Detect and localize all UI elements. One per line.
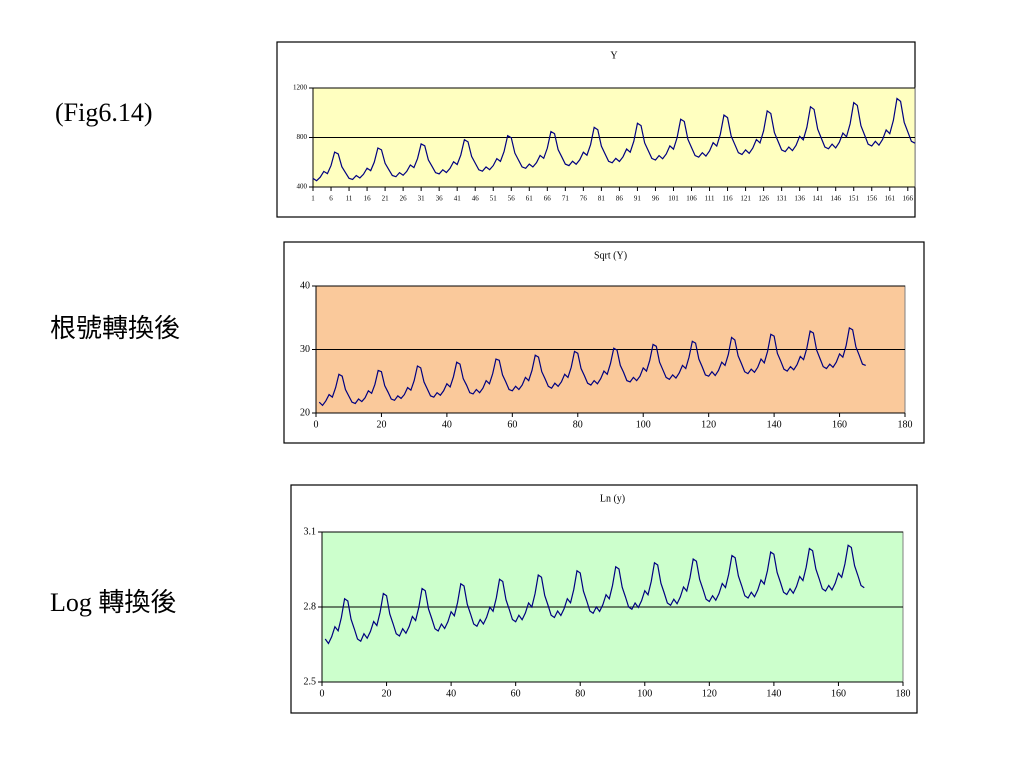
y-tick-label: 40: [300, 280, 310, 291]
x-tick-label: 60: [507, 419, 517, 430]
x-tick-label: 60: [511, 688, 521, 699]
x-tick-label: 51: [490, 195, 498, 203]
x-tick-label: 46: [472, 195, 480, 203]
x-tick-label: 86: [616, 195, 624, 203]
x-tick-label: 160: [831, 688, 846, 699]
chart-title: Sqrt (Y): [594, 250, 627, 261]
x-tick-label: 1: [311, 195, 315, 203]
x-tick-label: 146: [830, 195, 841, 203]
y-tick-label: 2.5: [304, 676, 317, 687]
x-tick-label: 56: [508, 195, 516, 203]
y-tick-label: 400: [297, 183, 308, 191]
x-tick-label: 80: [573, 419, 583, 430]
x-tick-label: 106: [686, 195, 697, 203]
x-tick-label: 41: [454, 195, 462, 203]
x-tick-label: 140: [767, 419, 782, 430]
data-line: [318, 326, 866, 407]
x-tick-label: 40: [446, 688, 456, 699]
x-tick-label: 20: [382, 688, 392, 699]
y-tick-label: 1200: [293, 84, 308, 92]
x-tick-label: 71: [562, 195, 570, 203]
x-tick-label: 0: [320, 688, 325, 699]
x-tick-label: 166: [903, 195, 914, 203]
y-tick-label: 3.1: [304, 526, 317, 537]
x-tick-label: 151: [848, 195, 859, 203]
x-tick-label: 31: [418, 195, 426, 203]
x-tick-label: 141: [812, 195, 823, 203]
x-tick-label: 101: [668, 195, 679, 203]
x-tick-label: 131: [776, 195, 787, 203]
x-tick-label: 121: [740, 195, 751, 203]
y-tick-label: 20: [300, 407, 310, 418]
chart-title: Y: [610, 50, 617, 61]
y-tick-label: 2.8: [304, 601, 317, 612]
x-tick-label: 111: [705, 195, 715, 203]
x-tick-label: 161: [885, 195, 896, 203]
log-label: Log 轉換後: [50, 588, 177, 617]
x-tick-label: 61: [526, 195, 534, 203]
chart-title: Ln (y): [600, 493, 625, 504]
data-line: [312, 97, 916, 182]
x-tick-label: 16: [364, 195, 372, 203]
x-tick-label: 140: [766, 688, 781, 699]
x-tick-label: 40: [442, 419, 452, 430]
x-tick-label: 120: [701, 419, 716, 430]
x-tick-label: 66: [544, 195, 552, 203]
x-tick-label: 76: [580, 195, 588, 203]
x-tick-label: 180: [896, 688, 911, 699]
x-tick-label: 180: [898, 419, 913, 430]
x-tick-label: 120: [702, 688, 717, 699]
x-tick-label: 81: [598, 195, 606, 203]
data-line: [324, 544, 865, 645]
x-tick-label: 91: [634, 195, 642, 203]
x-tick-label: 80: [575, 688, 585, 699]
x-tick-label: 100: [636, 419, 651, 430]
y-tick-label: 800: [297, 133, 308, 141]
x-tick-label: 6: [329, 195, 333, 203]
x-tick-label: 11: [346, 195, 353, 203]
x-tick-label: 116: [722, 195, 733, 203]
x-tick-label: 126: [758, 195, 769, 203]
sqrt-label: 根號轉換後: [50, 314, 181, 343]
x-tick-label: 0: [314, 419, 319, 430]
x-tick-label: 156: [866, 195, 877, 203]
y-tick-label: 30: [300, 344, 310, 355]
x-tick-label: 160: [832, 419, 847, 430]
x-tick-label: 100: [637, 688, 652, 699]
x-tick-label: 36: [436, 195, 444, 203]
figure-label: (Fig6.14): [55, 98, 153, 127]
x-tick-label: 26: [400, 195, 408, 203]
x-tick-label: 21: [382, 195, 390, 203]
x-tick-label: 136: [794, 195, 805, 203]
x-tick-label: 20: [376, 419, 386, 430]
x-tick-label: 96: [652, 195, 660, 203]
